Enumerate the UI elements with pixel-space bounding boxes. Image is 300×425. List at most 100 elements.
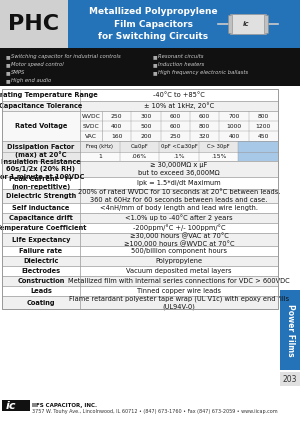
Text: PHC: PHC [8,14,60,34]
Text: Metallized Polypropylene
Film Capacitors
for Switching Circuits: Metallized Polypropylene Film Capacitors… [89,7,217,41]
Text: 300: 300 [140,113,152,119]
Bar [0,0,68,48]
Text: ic: ic [243,21,249,27]
Text: 400: 400 [228,133,240,139]
Bar [2,246,278,256]
Text: Dielectric: Dielectric [23,258,59,264]
Text: Rated Voltage: Rated Voltage [15,123,67,129]
Text: Ipk = 1.5*di/dt Maximum: Ipk = 1.5*di/dt Maximum [137,180,221,186]
Text: Operating Temperature Range: Operating Temperature Range [0,92,98,98]
Text: 200% of rated WVDC for 10 seconds at 20°C between leads.
360 at 60Hz for 60 seco: 200% of rated WVDC for 10 seconds at 20°… [78,189,280,203]
Text: .15%: .15% [211,154,226,159]
Bar [80,141,278,152]
Text: 500: 500 [140,124,152,128]
Text: Tinned copper wire leads: Tinned copper wire leads [137,288,221,294]
Text: Leads: Leads [30,288,52,294]
Text: ≥ 30,000MΩ x µF
but to exceed 36,000MΩ: ≥ 30,000MΩ x µF but to exceed 36,000MΩ [138,162,220,176]
Text: ■: ■ [6,70,10,75]
Text: Power Films: Power Films [286,304,295,356]
Bar [2,233,278,246]
Text: Electrodes: Electrodes [21,268,61,274]
Text: Capacitance Tolerance: Capacitance Tolerance [0,103,83,109]
Text: .06%: .06% [132,154,147,159]
Text: 600: 600 [199,113,210,119]
Text: High end audio: High end audio [11,78,51,83]
Text: ≥30,000 hours @VAC at 70°C
≥100,000 hours @WVDC at 70°C: ≥30,000 hours @VAC at 70°C ≥100,000 hour… [124,232,234,247]
Text: 800: 800 [258,113,269,119]
Bar [2,296,278,309]
Text: ■: ■ [153,62,158,67]
Text: 1200: 1200 [256,124,271,128]
Bar [2,189,278,203]
Text: .1%: .1% [173,154,185,159]
Text: 203: 203 [283,374,297,383]
Text: 600: 600 [170,113,181,119]
Text: 0pF <C≤30pF: 0pF <C≤30pF [160,144,197,149]
Bar [2,111,278,141]
Text: Switching capacitor for industrial controls: Switching capacitor for industrial contr… [11,54,121,59]
Bar [2,101,278,111]
Text: Motor speed control: Motor speed control [11,62,64,67]
Bar [2,177,278,189]
Text: 500/billion component hours: 500/billion component hours [131,248,227,254]
Text: Failure rate: Failure rate [20,248,63,254]
Bar [2,203,278,213]
Text: Coating: Coating [27,300,55,306]
Bar [264,15,268,33]
Bar [0,48,300,86]
Text: Dissipation Factor
(max) at 20°C: Dissipation Factor (max) at 20°C [8,144,75,159]
Text: <4nH/mm of body length and lead wire length.: <4nH/mm of body length and lead wire len… [100,205,258,211]
Bar [238,152,278,161]
Text: 400: 400 [111,124,122,128]
Bar [2,286,278,296]
Bar [230,14,266,34]
Text: Capacitance drift: Capacitance drift [9,215,73,221]
Bar [2,213,278,223]
Text: VAC: VAC [85,133,97,139]
Bar [2,400,30,411]
Text: Life Expectancy: Life Expectancy [12,236,70,243]
Bar [2,276,278,286]
Text: ■: ■ [153,54,158,59]
Text: ■: ■ [153,70,158,75]
Text: SMPS: SMPS [11,70,26,75]
Bar [238,141,278,152]
Text: 200: 200 [140,133,152,139]
Text: ■: ■ [6,54,10,59]
Text: -40°C to +85°C: -40°C to +85°C [153,92,205,98]
Text: C> 30pF: C> 30pF [207,144,230,149]
Text: 250: 250 [111,113,122,119]
Text: Metallized film with internal series connections for VDC > 600VDC: Metallized film with internal series con… [68,278,290,284]
Bar [2,223,278,233]
Text: 800: 800 [199,124,210,128]
Text: Self inductance: Self inductance [12,205,70,211]
Text: 160: 160 [111,133,122,139]
Text: 250: 250 [169,133,181,139]
Text: IIFS CAPACITOR, INC.: IIFS CAPACITOR, INC. [32,403,97,408]
Text: ■: ■ [6,78,10,83]
Text: -200ppm/°C +/- 100ppm/°C: -200ppm/°C +/- 100ppm/°C [133,225,225,231]
Bar [2,256,278,266]
Text: 700: 700 [228,113,240,119]
Text: Flame retardant polyester tape wrap (UL V1c) with epoxy end fills
(UL94V-0): Flame retardant polyester tape wrap (UL … [69,295,289,310]
Bar [2,266,278,276]
Text: C≤0pF: C≤0pF [130,144,148,149]
Text: Peak Current - I+
(non-repetitive): Peak Current - I+ (non-repetitive) [9,176,73,190]
Bar [2,89,278,101]
Text: 320: 320 [199,133,210,139]
Text: Vacuum deposited metal layers: Vacuum deposited metal layers [126,268,232,274]
Bar [2,161,278,177]
Text: ■: ■ [6,62,10,67]
Text: 1: 1 [98,154,102,159]
Text: Polypropylene: Polypropylene [155,258,202,264]
Bar [2,141,80,161]
Text: High frequency electronic ballasts: High frequency electronic ballasts [158,70,248,75]
Text: 3757 W. Touhy Ave., Lincolnwood, IL 60712 • (847) 673-1760 • Fax (847) 673-2059 : 3757 W. Touhy Ave., Lincolnwood, IL 6071… [32,410,278,414]
Text: 1000: 1000 [226,124,242,128]
Bar [280,372,300,386]
Bar [2,89,278,309]
Text: <1.0% up to -40°C after 2 years: <1.0% up to -40°C after 2 years [125,215,233,221]
Text: 450: 450 [258,133,269,139]
Bar [228,15,232,33]
Text: WVDC: WVDC [82,113,100,119]
